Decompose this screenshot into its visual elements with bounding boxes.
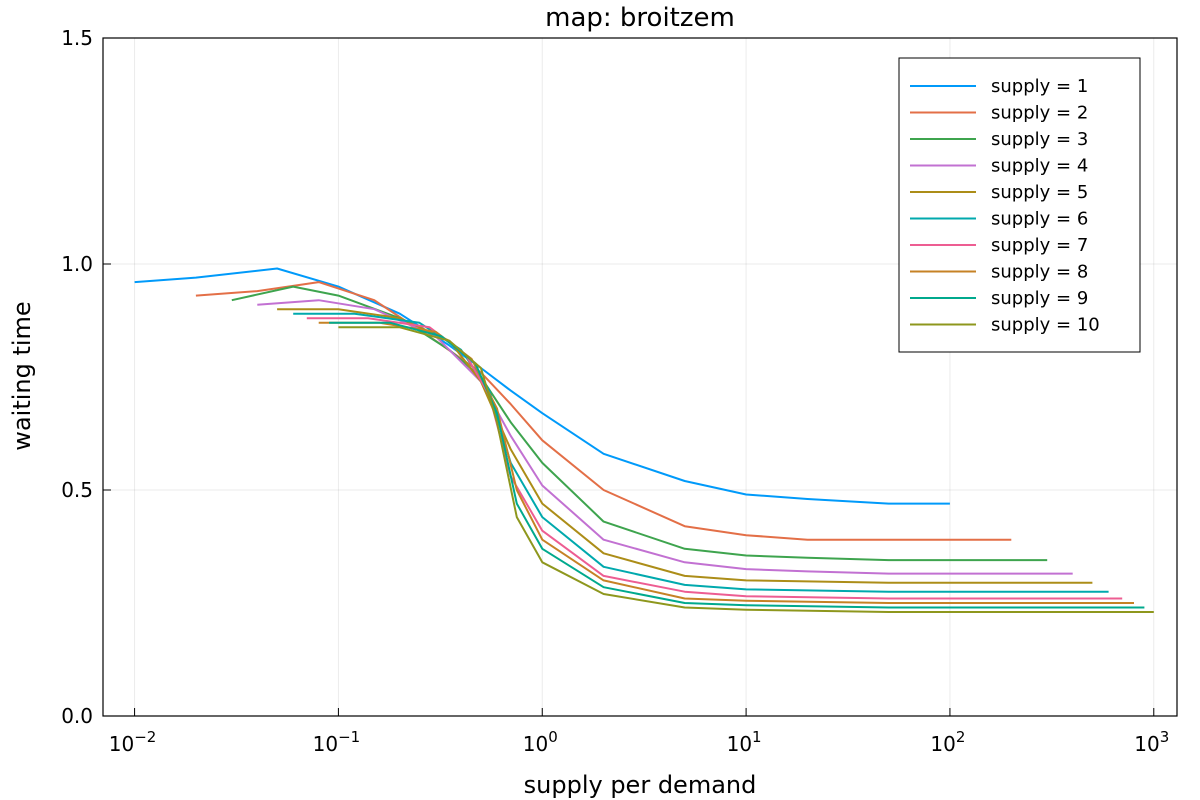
legend-label: supply = 7 xyxy=(991,235,1088,256)
series-line xyxy=(257,299,1073,575)
x-tick-label: 102 xyxy=(930,728,965,756)
x-axis-title: supply per demand xyxy=(524,771,757,799)
legend-label: supply = 4 xyxy=(991,156,1088,177)
y-tick-label: 1.0 xyxy=(61,252,93,276)
chart-title: map: broitzem xyxy=(545,3,735,33)
legend-label: supply = 8 xyxy=(991,262,1088,283)
legend-label: supply = 1 xyxy=(991,76,1088,97)
series-lines xyxy=(134,267,1154,613)
series-line xyxy=(195,281,1012,541)
legend-label: supply = 10 xyxy=(991,315,1100,336)
y-tick-label: 0.0 xyxy=(61,704,93,728)
x-tick-label: 101 xyxy=(727,728,762,756)
y-tick-label: 1.5 xyxy=(61,26,93,50)
x-tick-label: 103 xyxy=(1134,728,1169,756)
series-line xyxy=(293,312,1109,593)
legend: supply = 1 supply = 2 supply = 3 supply = 4… xyxy=(898,57,1141,353)
series-line xyxy=(134,267,950,505)
series-line xyxy=(306,317,1123,600)
series-line xyxy=(329,321,1145,609)
x-tick-label: 10−1 xyxy=(313,728,361,756)
legend-label: supply = 6 xyxy=(991,209,1088,230)
y-axis-title: waiting time xyxy=(8,301,36,450)
series-line xyxy=(277,308,1093,584)
axis-ticks: 10−2 10−1 100 101 102 103 0.0 0.5 1.0 1.5 xyxy=(61,26,1169,756)
legend-label: supply = 3 xyxy=(991,129,1088,150)
series-line xyxy=(318,321,1134,604)
y-tick-label: 0.5 xyxy=(61,478,93,502)
legend-label: supply = 5 xyxy=(991,182,1088,203)
series-line xyxy=(231,285,1048,562)
legend-label: supply = 2 xyxy=(991,103,1088,124)
plot-area-frame xyxy=(102,37,1178,717)
x-tick-label: 100 xyxy=(523,728,558,756)
legend-label: supply = 9 xyxy=(991,288,1088,309)
legend-box xyxy=(898,57,1141,353)
series-line xyxy=(338,326,1154,613)
x-tick-label: 10−2 xyxy=(109,728,157,756)
